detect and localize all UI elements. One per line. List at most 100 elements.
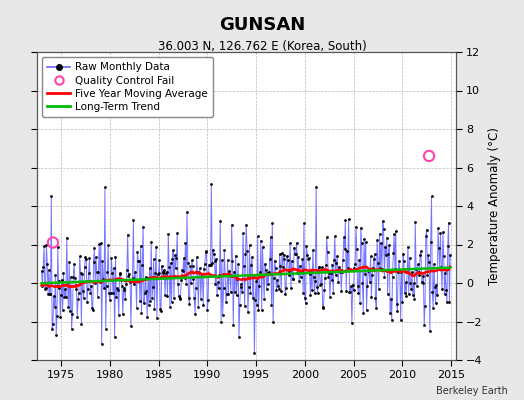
- Point: [294, 254, 302, 261]
- Point: [427, 193, 435, 200]
- Point: [207, 181, 215, 188]
- Point: [169, 247, 177, 254]
- Point: [239, 263, 248, 269]
- Point: [409, 292, 417, 298]
- Point: [242, 222, 250, 228]
- Point: [237, 284, 246, 290]
- Point: [48, 326, 56, 332]
- Point: [213, 292, 221, 298]
- Point: [406, 254, 414, 261]
- Point: [438, 286, 446, 293]
- Point: [149, 284, 157, 290]
- Point: [125, 270, 134, 277]
- Point: [412, 266, 420, 272]
- Point: [179, 268, 187, 274]
- Point: [274, 283, 282, 290]
- Point: [145, 302, 153, 308]
- Point: [277, 288, 286, 294]
- Point: [59, 307, 67, 313]
- Point: [205, 262, 214, 268]
- Point: [111, 254, 119, 260]
- Point: [91, 280, 100, 286]
- Point: [227, 289, 235, 295]
- Point: [375, 230, 384, 237]
- Point: [44, 291, 52, 297]
- Point: [377, 239, 385, 246]
- Point: [152, 244, 160, 251]
- Point: [105, 290, 113, 296]
- Point: [230, 268, 238, 275]
- Point: [439, 229, 447, 235]
- Point: [131, 269, 139, 276]
- Point: [310, 274, 318, 280]
- Point: [252, 278, 260, 285]
- Point: [70, 261, 78, 267]
- Point: [65, 259, 73, 266]
- Point: [287, 285, 295, 292]
- Point: [415, 272, 423, 278]
- Point: [95, 241, 103, 247]
- Point: [120, 285, 128, 292]
- Point: [320, 287, 329, 294]
- Point: [254, 306, 263, 313]
- Point: [130, 281, 138, 288]
- Point: [413, 283, 421, 290]
- Point: [40, 243, 48, 250]
- Point: [182, 281, 190, 288]
- Point: [122, 281, 130, 287]
- Point: [408, 269, 416, 276]
- Point: [329, 289, 337, 296]
- Point: [369, 265, 377, 272]
- Point: [37, 268, 46, 274]
- Point: [302, 242, 311, 249]
- Point: [161, 292, 169, 298]
- Point: [163, 292, 172, 299]
- Point: [101, 184, 109, 190]
- Point: [66, 308, 74, 314]
- Point: [68, 326, 76, 332]
- Point: [116, 271, 125, 277]
- Point: [418, 280, 427, 286]
- Point: [49, 239, 57, 246]
- Point: [55, 278, 63, 284]
- Point: [103, 269, 112, 275]
- Point: [260, 296, 268, 302]
- Point: [106, 297, 114, 303]
- Point: [300, 220, 308, 226]
- Point: [435, 266, 444, 272]
- Point: [306, 292, 314, 298]
- Point: [194, 304, 203, 311]
- Point: [418, 279, 426, 286]
- Point: [124, 272, 133, 279]
- Point: [75, 290, 83, 296]
- Point: [146, 298, 155, 304]
- Point: [253, 302, 261, 308]
- Point: [127, 323, 135, 329]
- Point: [171, 252, 179, 258]
- Point: [269, 318, 277, 325]
- Point: [354, 290, 363, 296]
- Point: [367, 294, 376, 300]
- Point: [261, 267, 270, 274]
- Point: [388, 274, 397, 280]
- Point: [97, 341, 106, 347]
- Point: [295, 278, 303, 284]
- Point: [398, 298, 407, 305]
- Point: [263, 286, 271, 293]
- Point: [425, 258, 433, 265]
- Point: [431, 284, 439, 290]
- Point: [299, 290, 308, 296]
- Point: [335, 269, 344, 275]
- Point: [142, 288, 150, 294]
- Point: [317, 281, 325, 288]
- Point: [292, 239, 301, 246]
- Point: [223, 257, 232, 263]
- Point: [102, 283, 111, 289]
- Point: [424, 252, 432, 258]
- Point: [341, 246, 349, 252]
- Point: [400, 258, 408, 264]
- Point: [369, 256, 378, 262]
- Point: [176, 296, 184, 303]
- Point: [256, 269, 264, 275]
- Point: [267, 302, 276, 308]
